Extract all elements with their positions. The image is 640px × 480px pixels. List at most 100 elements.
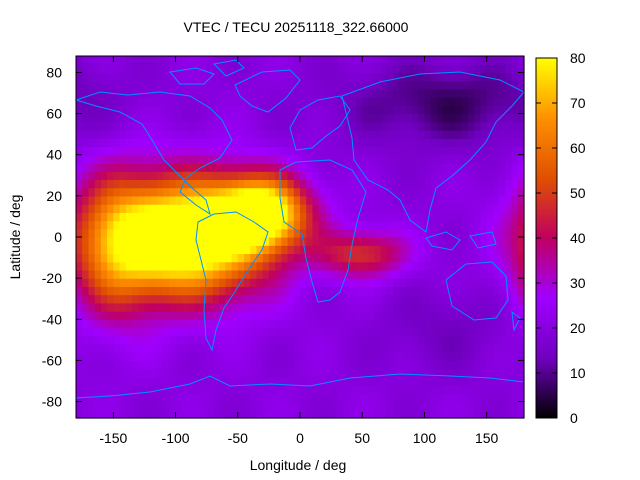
heatmap-cell: [250, 179, 258, 189]
heatmap-cell: [424, 269, 432, 279]
heatmap-cell: [418, 237, 426, 246]
heatmap-cell: [430, 154, 438, 164]
heatmap-cell: [387, 368, 394, 378]
heatmap-cell: [486, 269, 494, 279]
heatmap-cell: [430, 113, 438, 123]
heatmap-cell: [144, 162, 152, 172]
heatmap-cell: [281, 327, 289, 337]
heatmap-cell: [206, 105, 214, 115]
heatmap-cell: [100, 105, 108, 115]
heatmap-cell: [262, 179, 270, 189]
heatmap-cell: [76, 88, 83, 98]
heatmap-cell: [256, 343, 264, 353]
heatmap-cell: [474, 343, 482, 353]
heatmap-cell: [380, 105, 388, 115]
heatmap-cell: [244, 360, 251, 370]
heatmap-cell: [150, 97, 158, 106]
heatmap-cell: [125, 228, 133, 238]
heatmap-cell: [424, 294, 432, 304]
heatmap-cell: [206, 352, 214, 362]
heatmap-cell: [418, 294, 426, 304]
heatmap-cell: [262, 72, 270, 82]
heatmap-cell: [449, 228, 457, 238]
heatmap-cell: [474, 368, 482, 378]
heatmap-cell: [237, 171, 245, 181]
heatmap-cell: [505, 146, 513, 156]
heatmap-cell: [331, 261, 338, 271]
heatmap-cell: [412, 56, 419, 65]
heatmap-cell: [125, 302, 133, 312]
heatmap-cell: [318, 253, 326, 263]
heatmap-cell: [107, 187, 114, 197]
heatmap-cell: [449, 286, 457, 296]
x-axis-label: Longitude / deg: [250, 457, 347, 473]
heatmap-cell: [505, 80, 513, 90]
heatmap-cell: [125, 179, 133, 189]
heatmap-cell: [268, 269, 276, 279]
heatmap-cell: [293, 220, 301, 230]
heatmap-cell: [200, 138, 208, 148]
heatmap-cell: [163, 327, 170, 337]
heatmap-cell: [349, 212, 357, 222]
heatmap-cell: [113, 212, 121, 222]
heatmap-cell: [499, 294, 506, 304]
heatmap-cell: [225, 212, 233, 222]
heatmap-cell: [138, 97, 146, 106]
heatmap-cell: [212, 311, 220, 320]
heatmap-cell: [206, 302, 214, 312]
heatmap-cell: [337, 302, 345, 312]
heatmap-cell: [374, 294, 382, 304]
heatmap-cell: [132, 393, 139, 403]
heatmap-cell: [88, 245, 96, 255]
heatmap-cell: [492, 401, 500, 411]
heatmap-cell: [94, 56, 102, 65]
heatmap-cell: [125, 88, 133, 98]
heatmap-cell: [125, 245, 133, 255]
heatmap-cell: [293, 286, 301, 296]
heatmap-cell: [219, 72, 226, 82]
heatmap-cell: [244, 195, 251, 205]
heatmap-cell: [225, 237, 233, 246]
coastlines: [74, 59, 525, 399]
heatmap-cell: [486, 327, 494, 337]
heatmap-cell: [505, 409, 513, 419]
heatmap-cell: [405, 360, 413, 370]
heatmap-cell: [380, 195, 388, 205]
heatmap-cell: [88, 212, 96, 222]
heatmap-cell: [119, 294, 127, 304]
heatmap-cell: [405, 171, 413, 181]
heatmap-cell: [125, 80, 133, 90]
heatmap-cell: [94, 409, 102, 419]
heatmap-cell: [362, 237, 370, 246]
heatmap-cell: [368, 105, 376, 115]
heatmap-cell: [275, 105, 282, 115]
heatmap-cell: [200, 105, 208, 115]
heatmap-cell: [237, 368, 245, 378]
heatmap-cell: [517, 228, 525, 238]
heatmap-cell: [436, 195, 444, 205]
heatmap-cell: [206, 335, 214, 345]
heatmap-cell: [380, 311, 388, 320]
heatmap-cell: [318, 80, 326, 90]
heatmap-cell: [188, 56, 195, 65]
heatmap-cell: [337, 368, 345, 378]
heatmap-cell: [256, 171, 264, 181]
heatmap-cell: [349, 278, 357, 287]
heatmap-cell: [225, 97, 233, 106]
heatmap-cell: [499, 72, 506, 82]
heatmap-cell: [293, 409, 301, 419]
heatmap-cell: [312, 212, 320, 222]
heatmap-cell: [412, 212, 419, 222]
heatmap-cell: [100, 64, 108, 74]
heatmap-cell: [468, 72, 475, 82]
heatmap-cell: [312, 220, 320, 230]
heatmap-cell: [343, 335, 351, 345]
heatmap-cell: [100, 352, 108, 362]
coastline-arctic-islands: [169, 59, 245, 85]
heatmap-cell: [349, 121, 357, 131]
heatmap-cell: [306, 220, 314, 230]
heatmap-cell: [505, 130, 513, 139]
heatmap-cell: [331, 401, 338, 411]
heatmap-cell: [132, 179, 139, 189]
heatmap-cell: [82, 179, 90, 189]
